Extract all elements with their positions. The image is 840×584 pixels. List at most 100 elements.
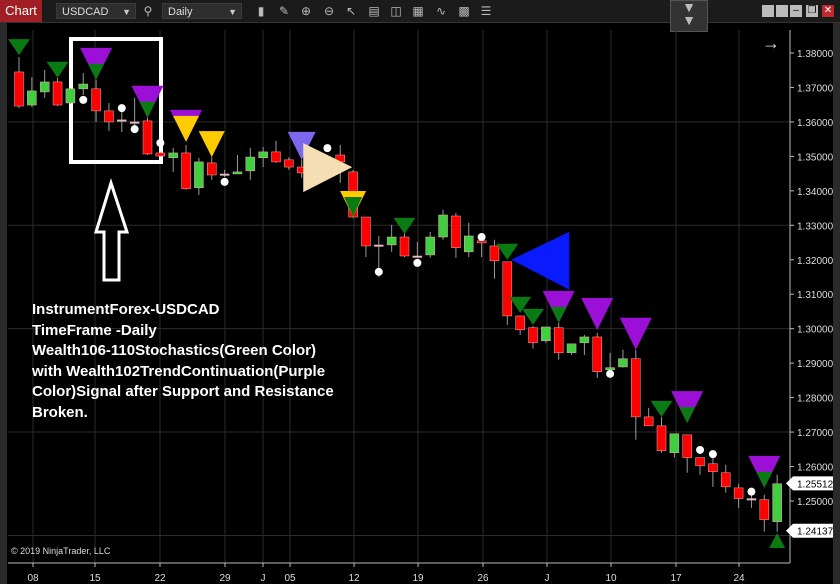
- annotation-line: Wealth106-110Stochastics(Green Color): [32, 342, 316, 359]
- candle-body: [541, 326, 551, 341]
- dot-signal: [220, 177, 229, 186]
- dot-signal: [413, 258, 422, 267]
- candle-body: [386, 236, 397, 246]
- candle-body: [245, 156, 256, 172]
- y-tick-label: 1.32000: [797, 256, 834, 267]
- x-tick-label: 12: [348, 573, 360, 584]
- scroll-to-latest-arrow-icon[interactable]: →: [762, 33, 780, 53]
- list-icon[interactable]: ☰: [480, 4, 492, 18]
- candle-body: [155, 152, 166, 157]
- y-tick-label: 1.38000: [797, 49, 834, 60]
- bar-type-icon[interactable]: ▮: [257, 4, 265, 18]
- candle-body: [168, 152, 178, 159]
- instrument-selector[interactable]: USDCAD ▼: [56, 3, 136, 19]
- copyright: © 2019 NinjaTrader, LLC: [11, 546, 111, 556]
- candle-body: [438, 214, 448, 238]
- green-down-triangle-icon: [650, 400, 673, 417]
- chart-menu-button[interactable]: Chart: [0, 0, 42, 22]
- purple-down-triangle-icon: [619, 317, 652, 350]
- green-down-triangle-icon: [522, 308, 544, 325]
- candle-body: [27, 90, 37, 106]
- search-icon[interactable]: ⚲: [143, 4, 153, 18]
- yellow-down-triangle-icon: [198, 131, 225, 158]
- green-down-triangle-icon: [550, 306, 567, 323]
- candle-body: [733, 487, 744, 499]
- x-tick-label: 15: [89, 573, 101, 584]
- templates-icon[interactable]: ▩: [458, 4, 470, 18]
- indicators-icon[interactable]: ▦: [412, 4, 424, 18]
- zoom-in-icon[interactable]: ⊕: [300, 4, 312, 18]
- restore-button[interactable]: ❐: [806, 5, 818, 17]
- candle-body: [65, 88, 76, 104]
- minimize-button[interactable]: –: [790, 5, 802, 17]
- y-tick-label: 1.29000: [797, 359, 834, 370]
- axes: 1.38000 1.37000 1.36000 1.35000 1.34000 1.330…: [8, 30, 834, 584]
- x-tick-label: 17: [670, 573, 682, 584]
- y-tick-label: 1.28000: [797, 394, 834, 405]
- dot-signal: [323, 144, 332, 153]
- green-down-triangle-icon: [344, 197, 363, 218]
- instrument-value: USDCAD: [62, 6, 109, 18]
- candle-body: [759, 499, 770, 520]
- collapse-toolbar-button[interactable]: ▼ ▼: [670, 0, 708, 32]
- green-down-triangle-icon: [393, 217, 416, 234]
- pointer-icon[interactable]: ↖: [345, 4, 357, 18]
- y-tick-label: 1.36000: [797, 118, 834, 129]
- green-down-triangle-icon: [756, 471, 773, 488]
- green-down-triangle-icon: [509, 296, 532, 313]
- candle-body: [656, 425, 667, 451]
- y-tick-label: 1.27000: [797, 428, 834, 439]
- dot-signal: [374, 267, 383, 276]
- properties-icon[interactable]: ◫: [390, 4, 402, 18]
- annotation-line: with Wealth102TrendContinuation(Purple: [32, 362, 326, 380]
- panel-button[interactable]: [762, 5, 774, 17]
- candle-body: [605, 367, 615, 370]
- candle-body: [284, 159, 294, 168]
- candle-body: [579, 336, 590, 344]
- right-scrollbar[interactable]: [833, 23, 840, 584]
- candle-body: [104, 110, 114, 123]
- annotations: [69, 37, 163, 282]
- zoom-out-icon[interactable]: ⊖: [323, 4, 335, 18]
- annotation-line: Broken.: [32, 403, 88, 421]
- dot-signal: [477, 233, 486, 242]
- panel-button[interactable]: [776, 5, 788, 17]
- candles: [14, 57, 782, 532]
- candle-body: [78, 83, 88, 90]
- close-button[interactable]: ✕: [822, 5, 834, 17]
- y-tick-label: 1.37000: [797, 83, 834, 94]
- candle-body: [374, 244, 384, 247]
- candle-body: [631, 358, 641, 418]
- candle-body: [258, 151, 268, 159]
- candle-body: [52, 81, 63, 106]
- green-down-triangle-icon: [496, 243, 519, 260]
- candle-body: [502, 261, 513, 317]
- signals: [8, 39, 786, 549]
- green-down-triangle-icon: [139, 101, 156, 118]
- x-tick-label: 24: [733, 573, 745, 584]
- y-tick-label: 1.34000: [797, 187, 834, 198]
- candle-body: [129, 121, 140, 124]
- candle-body: [592, 336, 602, 373]
- pencil-icon[interactable]: ✎: [278, 4, 290, 18]
- candle-body: [746, 498, 757, 501]
- candle-body: [618, 358, 628, 368]
- beige-right-triangle-icon: [303, 143, 353, 193]
- candle-body: [412, 255, 423, 258]
- purple-down-triangle-icon: [581, 298, 614, 331]
- candle-body: [425, 236, 435, 256]
- candle-body: [117, 119, 127, 122]
- annotation-line: InstrumentForex-USDCAD: [32, 301, 220, 318]
- chevron-down-icon: ▼: [228, 7, 237, 17]
- green-down-triangle-icon: [88, 63, 105, 80]
- blue-left-triangle-icon: [511, 231, 570, 290]
- dot-signal: [606, 369, 615, 378]
- strategies-icon[interactable]: ∿: [435, 4, 447, 18]
- candle-body: [566, 343, 577, 354]
- x-tick-label: 26: [477, 573, 489, 584]
- timeframe-selector[interactable]: Daily ▼: [162, 3, 242, 19]
- dot-signal: [79, 95, 88, 104]
- price-marker: [786, 476, 833, 491]
- data-box-icon[interactable]: ▤: [368, 4, 380, 18]
